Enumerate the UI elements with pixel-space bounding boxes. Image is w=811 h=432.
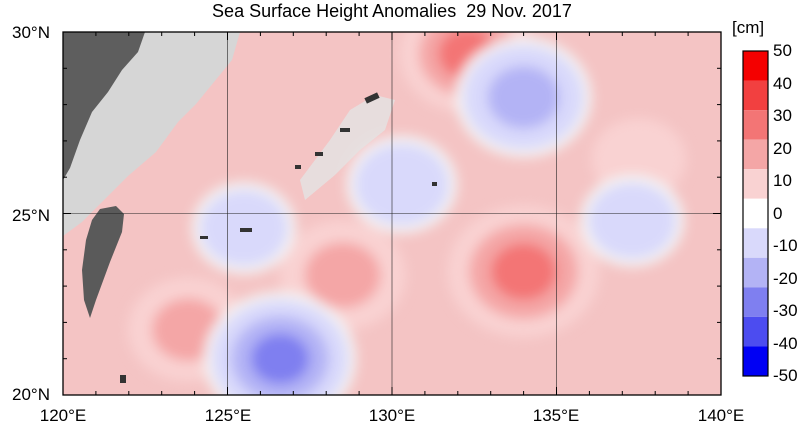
colorbar-label: -10: [773, 236, 798, 255]
anomaly-contour: [487, 66, 560, 129]
colorbar: [742, 50, 769, 377]
anomaly-contour: [304, 242, 381, 309]
colorbar-swatch: [743, 198, 768, 229]
lat-label-30n: 30°N: [12, 23, 50, 42]
colorbar-label: 30: [773, 106, 792, 125]
colorbar-label: -20: [773, 268, 798, 288]
lon-label-120e: 120°E: [39, 406, 87, 425]
map-title: Sea Surface Height Anomalies 29 Nov. 201…: [212, 1, 572, 21]
axis-ticks: [62, 31, 722, 396]
coastline: [63, 32, 145, 180]
colorbar-swatch: [743, 287, 768, 317]
colorbar-label: 50: [773, 41, 792, 60]
lon-label-140e: 140°E: [697, 406, 745, 425]
colorbar-label: 40: [773, 73, 792, 93]
colorbar-frame: [742, 50, 769, 377]
ryukyu-islands: [120, 92, 437, 383]
colorbar-label: 10: [773, 171, 792, 190]
anomaly-layer: [128, 32, 686, 395]
colorbar-label: -30: [773, 301, 798, 320]
colorbar-label: 0: [773, 203, 783, 223]
colorbar-swatch: [743, 169, 768, 199]
colorbar-swatch: [743, 80, 768, 111]
colorbar-label: -40: [773, 333, 798, 353]
colorbar-label: 20: [773, 138, 792, 158]
colorbar-swatch: [743, 228, 768, 258]
lon-label-125e: 125°E: [204, 406, 252, 425]
colorbar-unit: [cm]: [732, 18, 765, 37]
anomaly-contour: [354, 143, 450, 226]
lat-label-25n: 25°N: [12, 206, 50, 225]
lon-label-130e: 130°E: [368, 406, 416, 425]
colorbar-swatch: [743, 110, 768, 140]
colorbar-swatch: [743, 257, 768, 288]
anomaly-contour: [491, 243, 557, 300]
anomaly-contour: [588, 182, 677, 259]
shelf-gray-area: [300, 95, 395, 200]
land-taiwan: [82, 206, 124, 318]
graticule: [63, 32, 721, 395]
lon-label-135e: 135°E: [532, 406, 580, 425]
colorbar-swatch: [743, 316, 768, 347]
colorbar-swatch: [743, 346, 768, 376]
lat-label-20n: 20°N: [12, 385, 50, 404]
colorbar-swatch: [743, 139, 768, 170]
anomaly-contour: [250, 333, 310, 384]
colorbar-swatch: [743, 51, 768, 81]
colorbar-label: -50: [773, 366, 798, 385]
